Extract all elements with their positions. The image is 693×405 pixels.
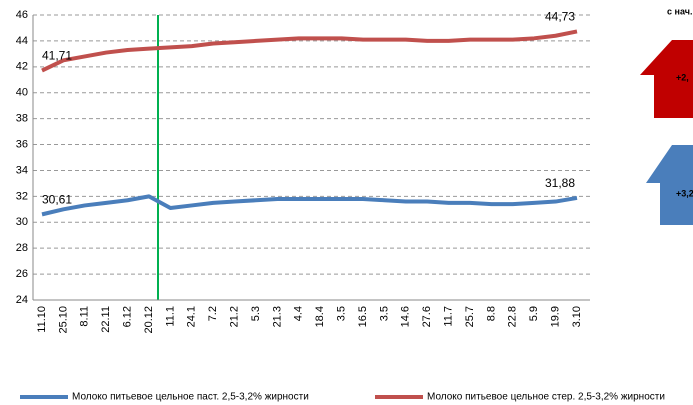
data-label: 31,88: [545, 176, 575, 190]
y-tick-label: 34: [16, 164, 28, 176]
x-tick-label: 3.5: [336, 306, 348, 321]
side-blue: +3,2: [676, 188, 693, 198]
data-label: 41,71: [42, 49, 72, 63]
x-tick-label: 24.1: [186, 306, 198, 327]
legend-label: Молоко питьевое цельное стер. 2,5-3,2% ж…: [427, 392, 665, 403]
side-red: +2,: [676, 72, 689, 82]
x-tick-label: 8.11: [79, 306, 91, 327]
y-tick-label: 30: [16, 216, 28, 228]
y-tick-label: 40: [16, 87, 28, 99]
x-tick-label: 8.8: [485, 306, 497, 321]
y-tick-label: 36: [16, 138, 28, 150]
x-tick-label: 27.6: [421, 306, 433, 327]
y-tick-label: 28: [16, 242, 28, 254]
series-line: [41, 29, 578, 73]
x-tick-label: 4.4: [293, 306, 305, 321]
series-line: [41, 194, 578, 217]
x-tick-label: 21.3: [271, 306, 283, 327]
data-label: 30,61: [42, 193, 72, 207]
x-tick-label: 5.9: [528, 306, 540, 321]
x-tick-label: 3.10: [571, 306, 583, 327]
x-tick-label: 25.10: [57, 306, 69, 334]
x-tick-label: 11.7: [443, 306, 455, 327]
x-tick-label: 5.3: [250, 306, 262, 321]
x-tick-label: 7.2: [207, 306, 219, 321]
y-tick-label: 38: [16, 113, 28, 125]
x-tick-label: 14.6: [400, 306, 412, 327]
y-tick-label: 44: [16, 35, 28, 47]
x-tick-label: 20.12: [143, 306, 155, 334]
x-tick-label: 22.8: [507, 306, 519, 327]
legend-label: Молоко питьевое цельное паст. 2,5-3,2% ж…: [72, 392, 309, 403]
x-tick-label: 18.4: [314, 306, 326, 327]
x-tick-label: 6.12: [122, 306, 134, 327]
x-tick-label: 19.9: [550, 306, 562, 327]
x-tick-label: 25.7: [464, 306, 476, 327]
red-arrow: [640, 40, 693, 118]
y-tick-label: 46: [16, 9, 28, 21]
y-tick-label: 42: [16, 61, 28, 73]
side-title: с нач.г: [667, 6, 693, 16]
x-tick-label: 21.2: [229, 306, 241, 327]
y-tick-label: 26: [16, 268, 28, 280]
x-tick-label: 11.1: [164, 306, 176, 327]
y-tick-label: 24: [16, 294, 28, 306]
x-tick-label: 22.11: [100, 306, 112, 333]
data-label: 44,73: [545, 10, 575, 24]
x-tick-label: 16.5: [357, 306, 369, 327]
x-tick-label: 11.10: [36, 306, 48, 333]
blue-arrow: [646, 145, 693, 225]
x-tick-label: 3.5: [378, 306, 390, 321]
y-tick-label: 32: [16, 190, 28, 202]
